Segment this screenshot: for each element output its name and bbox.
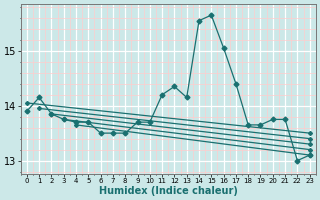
X-axis label: Humidex (Indice chaleur): Humidex (Indice chaleur)	[99, 186, 238, 196]
